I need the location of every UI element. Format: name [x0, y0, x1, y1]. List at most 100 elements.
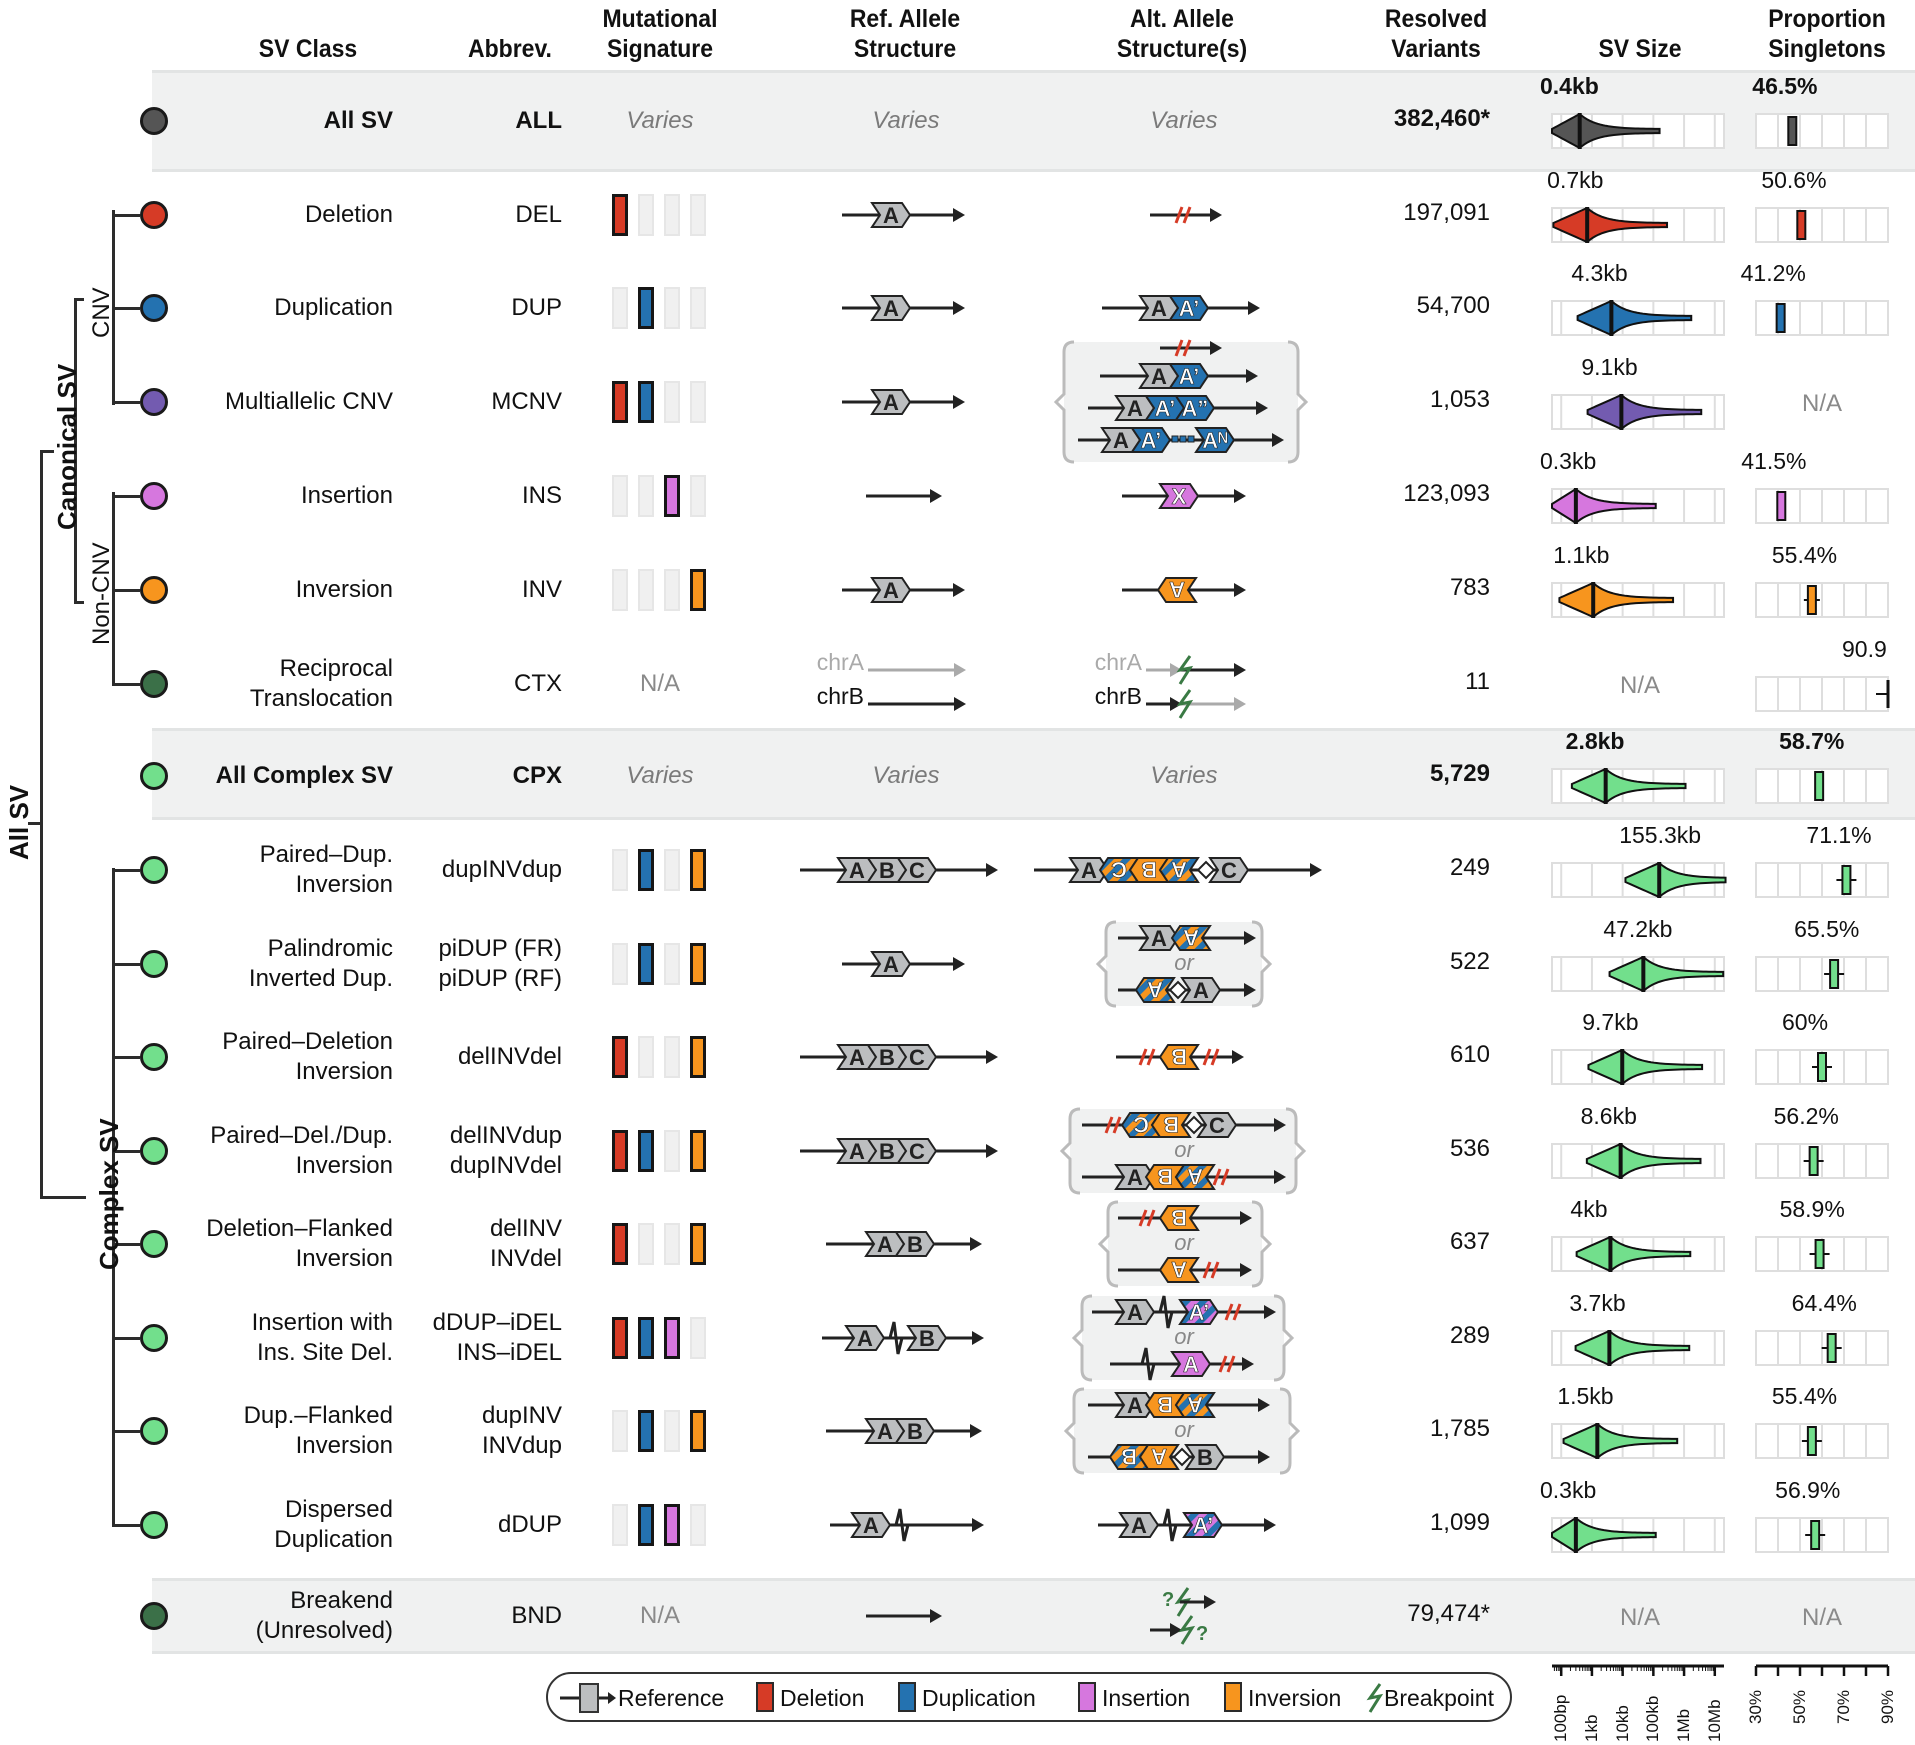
sv-class-line-2: Translocation: [249, 685, 393, 712]
arrowhead-icon: [1258, 1450, 1270, 1464]
segment-reference: B: [906, 1325, 948, 1351]
signature-inversion-on: [690, 1130, 706, 1172]
allele-structure-mcnv: AA A’A A’ A”A A’ Aᴺ: [842, 339, 1309, 464]
sv-abbrev-line-1: delINV: [489, 1215, 562, 1242]
header-resolved-variants: Resolved Variants: [1362, 4, 1509, 64]
arrowhead-icon: [954, 663, 966, 677]
alt-allele-varies: Varies: [1150, 762, 1218, 789]
signature-deletion-on: [612, 1317, 628, 1359]
resolved-variants-count: 382,460*: [1393, 105, 1490, 132]
or-label: or: [1174, 1417, 1195, 1442]
prop-axis-label: 30%: [1746, 1689, 1765, 1724]
inversion-swatch-icon: [1224, 1682, 1242, 1712]
sv-size-violin-plot: [1551, 862, 1727, 898]
arrowhead-icon: [1210, 208, 1222, 222]
sv-abbrev-line-1: dupINVdup: [441, 856, 562, 883]
sv-class-line-2: Inverted Dup.: [248, 965, 393, 992]
legend-label-inversion: Inversion: [1248, 1685, 1342, 1711]
sv-class-line-1: Palindromic: [267, 935, 393, 962]
signature-inversion-off: [690, 381, 706, 423]
arrowhead-icon: [1244, 931, 1256, 945]
segment-dispersed-duplication: A’: [1182, 1512, 1224, 1538]
sv-size-label: 1.1kb: [1553, 542, 1610, 568]
svg-text:A”: A”: [1182, 396, 1209, 421]
segment-inversion: B: [1150, 1112, 1192, 1138]
junction-icon: [1196, 860, 1216, 880]
sv-class-name: All SV: [133, 106, 393, 136]
arrowhead-icon: [1240, 1263, 1252, 1277]
mutational-signature: [612, 1504, 712, 1548]
signature-duplication-off: [638, 1036, 654, 1078]
svg-text:B: B: [879, 1139, 895, 1164]
sv-abbrev-line-2: dupINVdel: [449, 1152, 562, 1179]
deletion-mark-icon: [1104, 1116, 1122, 1134]
sv-size-violin-plot: [1551, 113, 1725, 149]
unknown-mark: ?: [1196, 1623, 1208, 1645]
sv-class-line-2: (Unresolved): [255, 1617, 393, 1644]
deletion-mark-icon: [1174, 339, 1192, 357]
signature-duplication-off: [638, 1223, 654, 1265]
sv-abbrev: delINVdup dupINVdel: [402, 1121, 562, 1181]
sv-size-label: 0.7kb: [1547, 167, 1604, 193]
chromosome-label: chrA: [817, 649, 865, 675]
svg-text:A: A: [1169, 577, 1185, 602]
proportion-plot: [1755, 582, 1889, 618]
sv-abbrev-line-1: INS: [521, 482, 562, 509]
or-label: or: [1174, 1230, 1195, 1255]
junction-icon: [1168, 980, 1188, 1000]
header-alt-allele: Alt. Allele Structure(s): [1053, 4, 1311, 64]
legend: Reference Deletion Duplication Insertion…: [546, 1672, 1512, 1722]
header-line: Signature: [606, 35, 714, 63]
segment-inversion: B: [1158, 1205, 1200, 1231]
sv-class-line-2: Inversion: [295, 1245, 393, 1272]
svg-text:B: B: [1157, 1392, 1173, 1417]
proportion-bar: [1814, 1239, 1825, 1269]
sv-class-line-1: Inversion: [295, 576, 393, 603]
arrowhead-icon: [1256, 401, 1268, 415]
sv-abbrev: ALL: [402, 106, 562, 136]
sv-abbrev: dupINVdup: [402, 855, 562, 885]
tree-all-to-complex: [40, 1196, 86, 1199]
row-dot-delinvdup: [140, 1137, 168, 1165]
proportion-label: 50.6%: [1761, 167, 1827, 193]
svg-text:A’: A’: [1179, 296, 1200, 321]
chromosome-label: chrB: [1095, 683, 1142, 709]
signature-deletion-off: [612, 475, 628, 517]
resolved-variants-count: 123,093: [1403, 480, 1490, 507]
arrowhead-icon: [1240, 1211, 1252, 1225]
arrowhead-icon: [953, 395, 965, 409]
arrowhead-icon: [1246, 369, 1258, 383]
segment-reference: B: [866, 1138, 908, 1164]
sv-class-name: Paired–Deletion Inversion: [133, 1027, 393, 1087]
proportion-plot: [1755, 113, 1889, 149]
row-dot-delinvdel: [140, 1043, 168, 1071]
proportion-bar: [1787, 116, 1798, 146]
sv-size-label: 9.7kb: [1582, 1009, 1639, 1035]
junction-icon: [1172, 1447, 1192, 1467]
segment-duplication: A’: [1144, 395, 1186, 421]
segment-reference: A: [1138, 925, 1180, 951]
mutational-signature: [612, 475, 712, 519]
tree-label-all-sv: All SV: [4, 784, 34, 860]
allele-structure-dup: A A A’: [842, 295, 1260, 321]
proportion-plot: [1755, 488, 1889, 524]
signature-inversion-on: [690, 943, 706, 985]
proportion-plot: [1755, 1423, 1889, 1459]
svg-text:C: C: [909, 1045, 925, 1070]
row-dot-inv: [140, 576, 168, 604]
sv-abbrev-line-1: CTX: [514, 670, 562, 697]
size-violin: [1576, 300, 1693, 336]
svg-text:B: B: [879, 1045, 895, 1070]
arrowhead-icon: [1234, 583, 1246, 597]
segment-insertion: A: [1170, 1351, 1212, 1377]
segment-reference: A: [870, 295, 912, 321]
sv-class-line-1: All Complex SV: [215, 762, 393, 789]
svg-text:A’: A’: [1141, 428, 1162, 453]
arrowhead-icon: [1264, 1305, 1276, 1319]
header-sv-class: SV Class: [258, 35, 358, 63]
sv-class-name: All Complex SV: [133, 761, 393, 791]
duplication-swatch-icon: [898, 1682, 916, 1712]
proportion-plot: [1755, 768, 1889, 804]
sv-size-violin-plot: [1551, 1049, 1725, 1085]
svg-text:B: B: [919, 1326, 935, 1351]
